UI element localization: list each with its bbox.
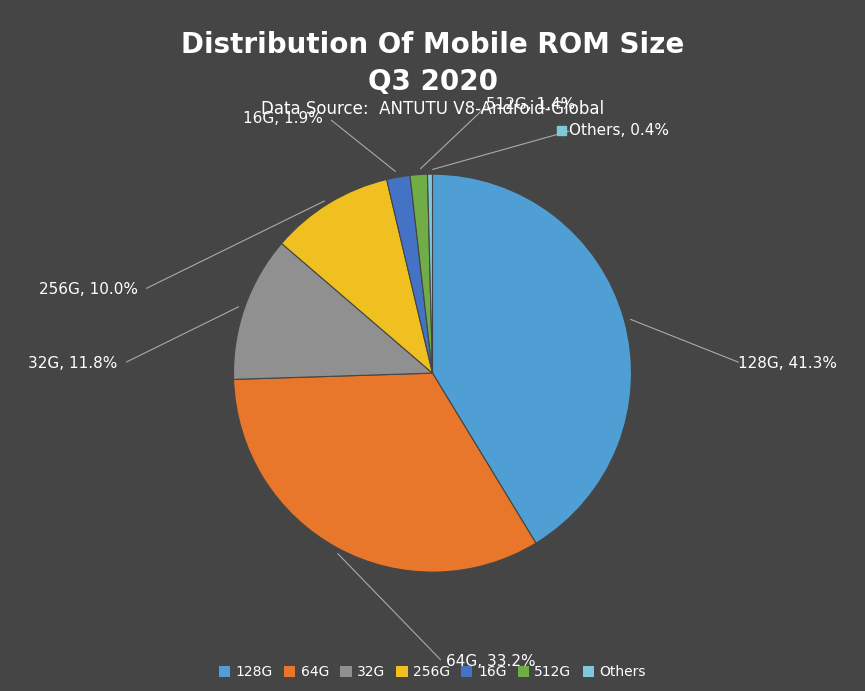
Wedge shape	[282, 180, 432, 373]
Text: 32G, 11.8%: 32G, 11.8%	[29, 356, 118, 370]
Wedge shape	[410, 174, 432, 373]
Wedge shape	[432, 174, 631, 543]
Wedge shape	[387, 176, 432, 373]
Bar	[557, 126, 567, 135]
Wedge shape	[427, 174, 432, 373]
Bar	[474, 100, 483, 109]
Bar	[327, 114, 336, 123]
Bar	[122, 359, 131, 368]
Text: Data Source:  ANTUTU V8-Android-Global: Data Source: ANTUTU V8-Android-Global	[261, 100, 604, 118]
Text: 128G, 41.3%: 128G, 41.3%	[738, 356, 837, 370]
Text: 256G, 10.0%: 256G, 10.0%	[39, 282, 138, 297]
Text: 512G, 1.4%: 512G, 1.4%	[485, 97, 574, 112]
Bar	[434, 657, 444, 666]
Wedge shape	[234, 373, 536, 572]
Bar	[142, 285, 151, 294]
Text: 16G, 1.9%: 16G, 1.9%	[243, 111, 323, 126]
Text: Others, 0.4%: Others, 0.4%	[569, 123, 670, 138]
Wedge shape	[234, 243, 432, 379]
Legend: 128G, 64G, 32G, 256G, 16G, 512G, Others: 128G, 64G, 32G, 256G, 16G, 512G, Others	[214, 659, 651, 685]
Text: 64G, 33.2%: 64G, 33.2%	[446, 654, 535, 669]
Bar	[727, 359, 735, 368]
Text: Distribution Of Mobile ROM Size
Q3 2020: Distribution Of Mobile ROM Size Q3 2020	[181, 31, 684, 96]
